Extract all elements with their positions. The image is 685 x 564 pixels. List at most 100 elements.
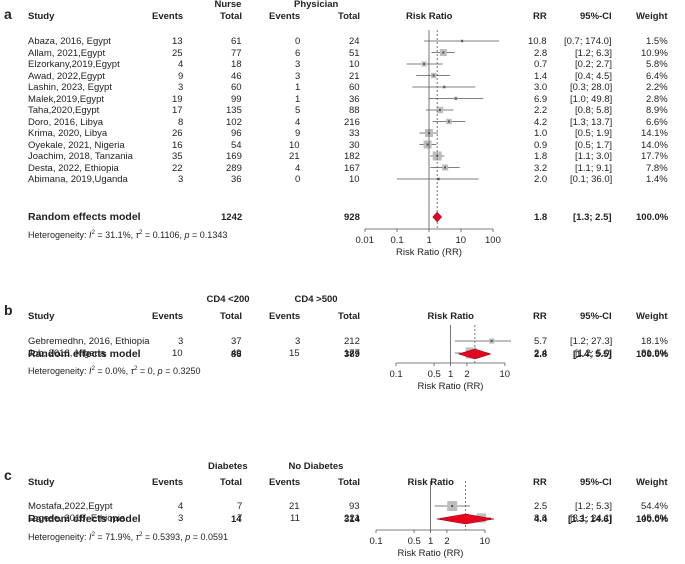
- heterogeneity-prefix: Heterogeneity:: [28, 532, 90, 542]
- study-name: Taha,2020,Egypt: [28, 105, 100, 116]
- pooled-ci: [1.3; 14.6]: [568, 514, 612, 525]
- point-estimate: [490, 340, 493, 342]
- events-value: 10: [172, 348, 183, 359]
- pooled-diamond: [432, 211, 443, 223]
- heterogeneity-p: p: [157, 366, 163, 376]
- ci-value: [1.2; 5.3]: [575, 501, 612, 512]
- group2-header: No Diabetes: [288, 461, 344, 472]
- ci-header: 95%-CI: [580, 11, 612, 22]
- ci-value: [1.2; 6.3]: [575, 47, 612, 59]
- rr-value: 6.9: [534, 93, 548, 105]
- ci-value: [1.1; 3.0]: [575, 151, 612, 162]
- panel-letter: b: [4, 302, 13, 318]
- total-header: Total: [220, 477, 242, 488]
- events-header: Events: [152, 11, 184, 22]
- heterogeneity-i2-rest: = 31.1%,: [94, 230, 136, 240]
- events-value: 4: [295, 116, 301, 128]
- total-value: 36: [349, 93, 360, 105]
- events-value: 10: [289, 139, 300, 151]
- rr-value: 1.8: [534, 151, 548, 162]
- study-name: Gebremedhn, 2016, Ethiopia: [28, 336, 150, 347]
- x-tick-label: 2: [444, 536, 450, 547]
- total-value: 37: [231, 336, 242, 347]
- rr-value: 2.4: [534, 348, 548, 359]
- heterogeneity-prefix: Heterogeneity:: [28, 230, 90, 240]
- total-value: 60: [231, 82, 242, 93]
- study-header: Study: [28, 477, 55, 488]
- total-value: 77: [231, 47, 242, 59]
- total-header: Total: [338, 11, 360, 22]
- events-value: 9: [178, 70, 184, 82]
- events-value: 0: [295, 36, 301, 47]
- events-value: 3: [178, 82, 184, 93]
- heterogeneity-tau: τ: [135, 532, 140, 542]
- total-value: 7: [237, 501, 243, 512]
- pooled-label: Random effects model: [28, 211, 141, 223]
- total-value: 135: [226, 105, 242, 116]
- rr-value: 3.0: [534, 82, 548, 93]
- group1-header: Nurse: [214, 0, 242, 10]
- weight-value: 6.4%: [646, 70, 668, 82]
- heterogeneity-tau-rest: = 0.1106,: [142, 230, 185, 240]
- point-estimate: [426, 143, 429, 146]
- weight-header: Weight: [636, 477, 668, 488]
- rr-value: 0.9: [534, 139, 548, 151]
- pooled-label: Random effects model: [28, 513, 141, 525]
- total-value: 212: [344, 336, 360, 347]
- events-value: 3: [178, 174, 184, 185]
- study-name: Desta, 2022, Ethiopia: [28, 162, 119, 174]
- total-value: 49: [231, 348, 242, 359]
- events-value: 3: [295, 70, 301, 82]
- events-value: 25: [172, 47, 183, 59]
- rr-header: RR: [533, 477, 547, 488]
- total-header: Total: [220, 11, 242, 22]
- total-value: 61: [231, 36, 242, 47]
- study-header: Study: [28, 11, 55, 22]
- rr-value: 10.8: [528, 36, 547, 47]
- total-value: 24: [349, 36, 360, 47]
- x-tick-label: 10: [479, 536, 491, 547]
- events-value: 11: [290, 513, 300, 524]
- rr-value: 2.5: [534, 501, 548, 512]
- total-value: 182: [344, 151, 360, 162]
- events-header: Events: [152, 311, 184, 322]
- events-value: 22: [172, 162, 183, 174]
- total-value: 221: [344, 513, 360, 524]
- ci-value: [3.1; 24.1]: [570, 513, 613, 524]
- pooled-total: 928: [344, 212, 360, 223]
- total-value: 60: [349, 82, 360, 93]
- total-value: 96: [231, 128, 242, 139]
- heterogeneity-i2: I: [89, 532, 92, 542]
- superscript-two: 2: [139, 230, 143, 236]
- total-value: 167: [344, 162, 360, 174]
- events-value: 16: [172, 139, 183, 151]
- total-value: 93: [349, 501, 360, 512]
- study-name: Allam, 2021,Egypt: [28, 47, 106, 59]
- weight-value: 6.6%: [646, 116, 668, 128]
- weight-header: Weight: [636, 311, 668, 322]
- ci-value: [0.3; 28.0]: [570, 82, 613, 93]
- total-value: 33: [349, 128, 360, 139]
- ci-header: 95%-CI: [580, 311, 612, 322]
- group2-header: Physician: [294, 0, 339, 10]
- pooled-ci: [1.4; 5.5]: [573, 349, 612, 360]
- pooled-total: 389: [344, 349, 360, 360]
- study-name: Doro, 2016, Libya: [28, 116, 103, 128]
- ci-value: [0.5; 1.7]: [575, 139, 612, 151]
- rr-header: RR: [533, 11, 547, 22]
- heterogeneity-stats: Heterogeneity: I2 = 0.0%, τ2 = 0, p = 0.…: [28, 364, 200, 377]
- events-value: 4: [178, 501, 184, 512]
- pooled-rr: 2.8: [534, 349, 548, 360]
- total-header: Total: [220, 311, 242, 322]
- pooled-weight: 100.0%: [636, 212, 669, 223]
- point-estimate: [451, 505, 454, 507]
- events-value: 19: [172, 93, 183, 105]
- total-value: 169: [226, 151, 242, 162]
- pooled-ci: [1.3; 2.5]: [573, 212, 612, 223]
- weight-value: 45.6%: [641, 513, 668, 524]
- x-tick-label: 10: [499, 369, 511, 380]
- heterogeneity-i2: I: [89, 366, 92, 376]
- x-tick-label: 0.1: [369, 536, 383, 547]
- weight-value: 1.4%: [646, 174, 668, 185]
- events-value: 21: [289, 151, 300, 162]
